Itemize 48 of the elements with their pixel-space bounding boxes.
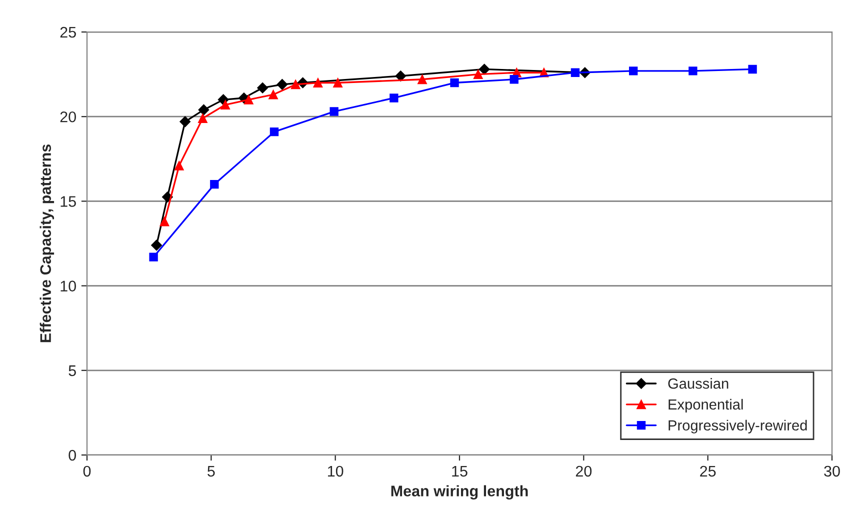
point <box>180 116 191 128</box>
point <box>478 64 490 75</box>
legend-label: Gaussian <box>668 378 728 389</box>
y-tick-label: 20 <box>60 111 76 122</box>
y-tick-label: 0 <box>68 450 76 461</box>
x-tick-label: 30 <box>824 466 840 477</box>
point <box>450 78 459 88</box>
point <box>473 70 483 79</box>
point <box>330 107 338 116</box>
point <box>268 90 278 100</box>
point <box>418 74 427 84</box>
legend-label: Progressively-rewired <box>668 420 807 434</box>
point <box>149 252 158 262</box>
point <box>257 82 268 94</box>
point <box>276 79 288 90</box>
point <box>390 94 398 102</box>
point <box>748 64 757 74</box>
point <box>688 66 698 76</box>
x-tick-label: 10 <box>328 466 344 477</box>
x-tick-label: 0 <box>83 466 91 477</box>
point <box>160 216 170 226</box>
point <box>313 78 323 88</box>
point <box>244 94 254 104</box>
point <box>174 160 184 170</box>
point <box>198 114 208 123</box>
point <box>198 104 210 116</box>
x-tick-label: 25 <box>700 466 716 477</box>
x-axis-title: Mean wiring length <box>391 485 528 500</box>
y-tick-label: 5 <box>68 365 76 376</box>
x-tick-label: 5 <box>208 466 215 477</box>
point <box>151 240 162 251</box>
y-tick-label: 25 <box>60 26 76 38</box>
point <box>162 192 173 202</box>
legend-label: Exponential <box>668 398 743 413</box>
point <box>270 127 279 136</box>
point <box>333 78 343 88</box>
x-tick-label: 20 <box>576 466 592 477</box>
point <box>395 70 406 82</box>
point <box>210 180 219 189</box>
y-axis-title: Effective Capacity, patterns <box>40 144 54 342</box>
y-tick-label: 15 <box>60 196 76 207</box>
y-tick-label: 10 <box>60 280 76 292</box>
point <box>510 75 518 84</box>
point <box>290 80 300 90</box>
point <box>220 100 230 110</box>
point <box>570 68 580 77</box>
x-tick-label: 15 <box>452 466 468 477</box>
point <box>628 66 638 76</box>
